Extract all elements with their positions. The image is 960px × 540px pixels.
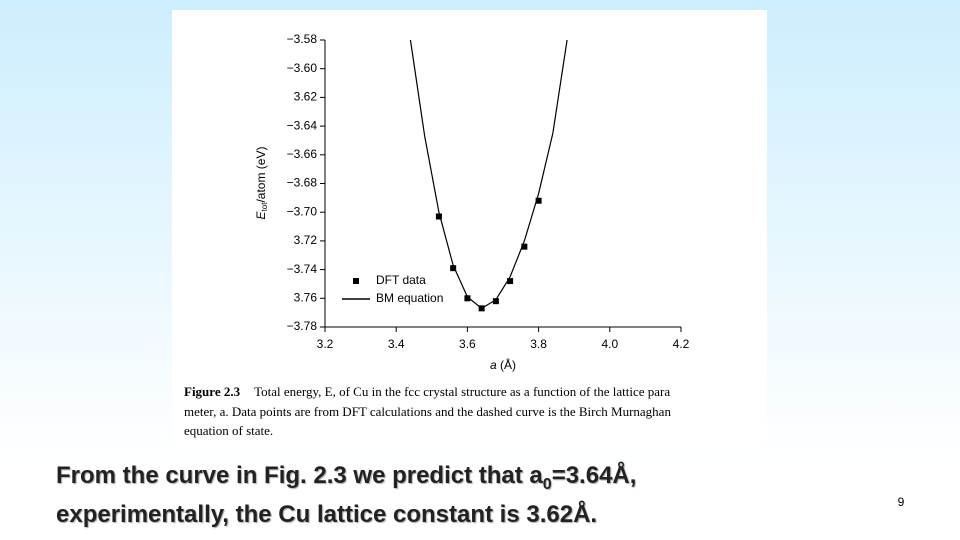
- y-tick-label: 3.72: [294, 233, 318, 247]
- slide-text-line: From the curve in Fig. 2.3 we predict th…: [56, 462, 636, 494]
- y-axis-label: Etot/atom (eV): [254, 147, 269, 220]
- data-point: [450, 265, 457, 272]
- x-axis-label: a (Å): [490, 357, 516, 372]
- y-tick-label: −3.70: [287, 204, 318, 218]
- subscript: 0: [542, 475, 552, 493]
- data-point: [464, 295, 471, 302]
- x-label-part: (Å): [497, 357, 516, 372]
- y-tick-label: −3.68: [287, 176, 318, 190]
- caption-line: Figure 2.3 Total energy, E, of Cu in the …: [184, 384, 670, 399]
- y-tick-label: 3.76: [294, 290, 318, 304]
- x-tick-label: 3.4: [388, 337, 405, 351]
- caption-text: Total energy, E, of Cu in the fcc crysta…: [254, 384, 670, 399]
- y-tick-label: 3.62: [294, 90, 318, 104]
- y-tick-label: −3.64: [287, 118, 318, 132]
- legend-swatch: [353, 278, 359, 284]
- figure-panel: [172, 10, 767, 446]
- legend-label: DFT data: [376, 273, 426, 287]
- data-point: [507, 278, 514, 285]
- y-tick-label: −3.58: [287, 32, 318, 46]
- y-tick-label: −3.74: [287, 262, 318, 276]
- y-tick-label: −3.66: [287, 147, 318, 161]
- text: =3.64Å,: [551, 462, 637, 489]
- fit-curve: [409, 39, 568, 310]
- caption-line: meter, a. Data points are from DFT calcu…: [184, 404, 671, 419]
- data-point: [435, 213, 442, 220]
- y-tick-label: −3.60: [287, 61, 318, 75]
- caption: Figure 2.3 Total energy, E, of Cu in the …: [184, 384, 671, 438]
- x-tick-label: 4.2: [673, 337, 690, 351]
- y-tick-label: −3.78: [287, 319, 318, 333]
- caption-line: equation of state.: [184, 423, 273, 438]
- slide-text-line: experimentally, the Cu lattice constant …: [56, 501, 598, 528]
- data-point: [521, 243, 528, 250]
- page-number: 9: [898, 495, 905, 509]
- caption-label: Figure 2.3: [184, 384, 241, 399]
- y-label-part: E: [254, 210, 268, 219]
- x-tick-label: 4.0: [601, 337, 618, 351]
- y-label-sub: tot: [260, 202, 269, 212]
- x-tick-label: 3.2: [317, 337, 334, 351]
- data-point: [535, 197, 542, 204]
- x-tick-label: 3.6: [459, 337, 476, 351]
- data-point: [492, 298, 499, 305]
- x-label-part: a: [490, 358, 497, 372]
- text: From the curve in Fig. 2.3 we predict th…: [56, 462, 543, 489]
- x-tick-label: 3.8: [530, 337, 547, 351]
- y-label-part: /atom (eV): [254, 147, 268, 203]
- legend-label: BM equation: [376, 291, 443, 305]
